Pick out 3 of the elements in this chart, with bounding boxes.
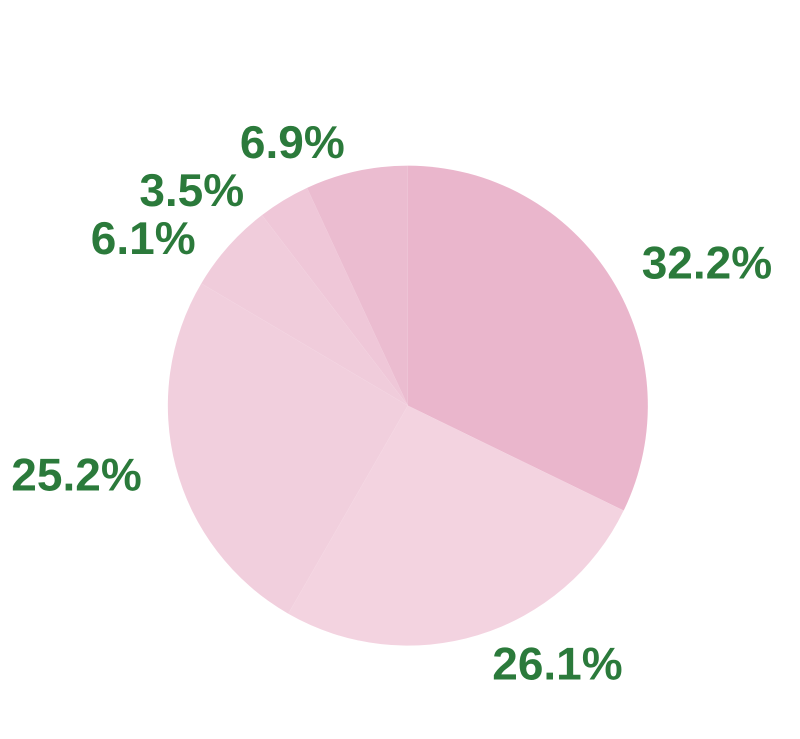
data-label: 25.2% [11, 448, 142, 500]
data-label: 32.2% [642, 236, 772, 288]
data-label: 26.1% [492, 638, 623, 690]
